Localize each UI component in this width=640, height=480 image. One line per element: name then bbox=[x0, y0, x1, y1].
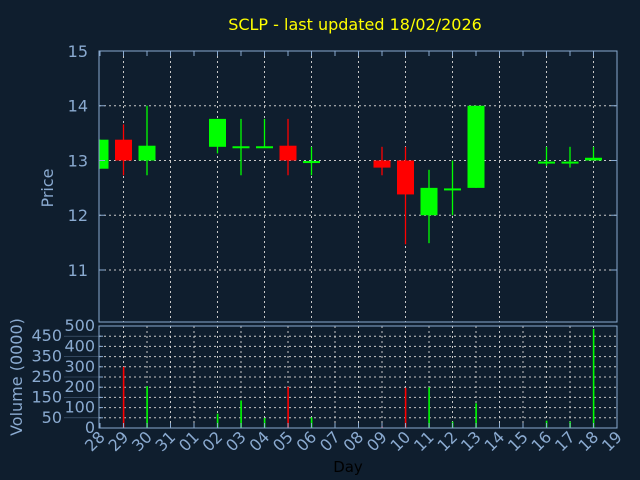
volume-bar bbox=[310, 417, 313, 428]
volume-tick-label: 200 bbox=[64, 377, 95, 396]
volume-tick-label: 400 bbox=[64, 336, 95, 355]
axes: 1112131415050100150200250300350400450500… bbox=[31, 42, 625, 455]
price-tick-label: 15 bbox=[68, 42, 88, 61]
candle-body bbox=[467, 105, 485, 188]
volume-bar bbox=[428, 387, 430, 428]
volume-bar bbox=[146, 386, 148, 428]
volume-tick-label: 150 bbox=[31, 387, 62, 406]
volume-pane-frame bbox=[98, 325, 618, 429]
candle-body bbox=[397, 160, 414, 195]
price-tick-label: 14 bbox=[68, 97, 88, 116]
volume-axis-label: Volume (0000) bbox=[7, 318, 26, 436]
volume-bar bbox=[475, 403, 477, 428]
price-tick-label: 13 bbox=[68, 151, 88, 170]
volume-bar bbox=[122, 366, 125, 428]
x-tick-label: 19 bbox=[598, 427, 626, 455]
candle-body bbox=[232, 146, 250, 149]
volume-tick-label: 300 bbox=[64, 357, 95, 376]
price-pane-frame bbox=[98, 50, 618, 323]
price-axis-label: Price bbox=[38, 168, 57, 207]
volume-tick-label: 500 bbox=[64, 316, 95, 335]
candle-body bbox=[99, 139, 109, 169]
candle-body bbox=[444, 188, 461, 191]
price-tick-label: 12 bbox=[68, 206, 88, 225]
candle-body bbox=[256, 146, 273, 149]
volume-bar bbox=[592, 328, 595, 428]
price-grid bbox=[99, 50, 617, 322]
candle-body bbox=[115, 139, 132, 161]
volume-tick-label: 0 bbox=[85, 418, 95, 437]
candle-body bbox=[303, 161, 320, 164]
volume-bar bbox=[240, 400, 242, 428]
volume-tick-label: 250 bbox=[31, 367, 62, 386]
chart-title: SCLP - last updated 18/02/2026 bbox=[228, 15, 482, 34]
candle-body bbox=[279, 145, 297, 161]
volume-bars bbox=[122, 328, 595, 428]
candle-body bbox=[209, 118, 226, 147]
volume-tick-label: 450 bbox=[31, 326, 62, 345]
candle-body bbox=[373, 160, 391, 168]
price-tick-label: 11 bbox=[68, 261, 88, 280]
candle-body bbox=[561, 161, 579, 164]
candle-body bbox=[585, 157, 602, 161]
candle-body bbox=[538, 161, 555, 164]
volume-tick-label: 100 bbox=[64, 398, 95, 417]
volume-bar bbox=[287, 386, 289, 428]
volume-bar bbox=[404, 387, 407, 428]
candle-body bbox=[420, 187, 438, 216]
candle-body bbox=[138, 145, 156, 161]
x-axis-label: Day bbox=[333, 458, 363, 476]
volume-grid bbox=[99, 326, 617, 428]
volume-tick-label: 350 bbox=[31, 347, 62, 366]
volume-bar bbox=[216, 413, 219, 428]
candles bbox=[99, 105, 602, 245]
volume-tick-label: 50 bbox=[42, 408, 62, 427]
